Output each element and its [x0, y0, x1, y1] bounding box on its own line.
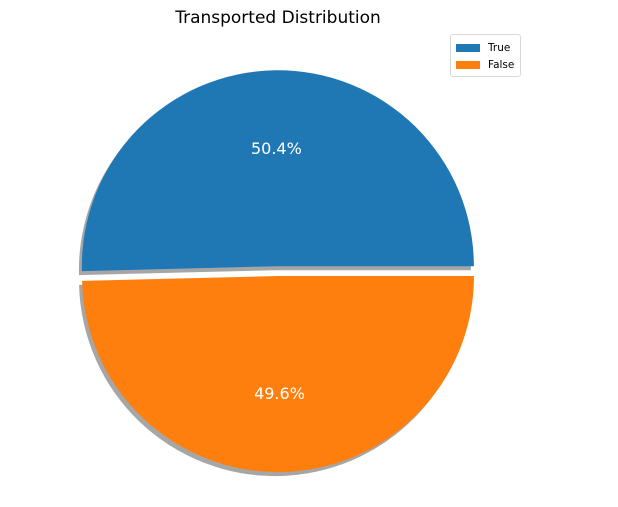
pie-value-label-false: 49.6% — [254, 384, 305, 403]
legend-swatch-false — [456, 60, 480, 69]
pie-label-layer: 50.4% 49.6% — [251, 139, 305, 403]
chart-title: Transported Distribution — [175, 8, 381, 28]
pie-slice-layer — [81, 70, 475, 473]
chart-legend: True False — [450, 34, 522, 77]
legend-item-true: True — [456, 39, 514, 56]
pie-value-label-true: 50.4% — [251, 139, 302, 158]
legend-label-false: False — [488, 58, 515, 71]
legend-swatch-true — [456, 43, 480, 52]
pie-slice-false — [82, 276, 475, 473]
legend-item-false: False — [456, 56, 514, 73]
pie-slice-true — [81, 70, 474, 272]
legend-label-true: True — [488, 41, 511, 54]
